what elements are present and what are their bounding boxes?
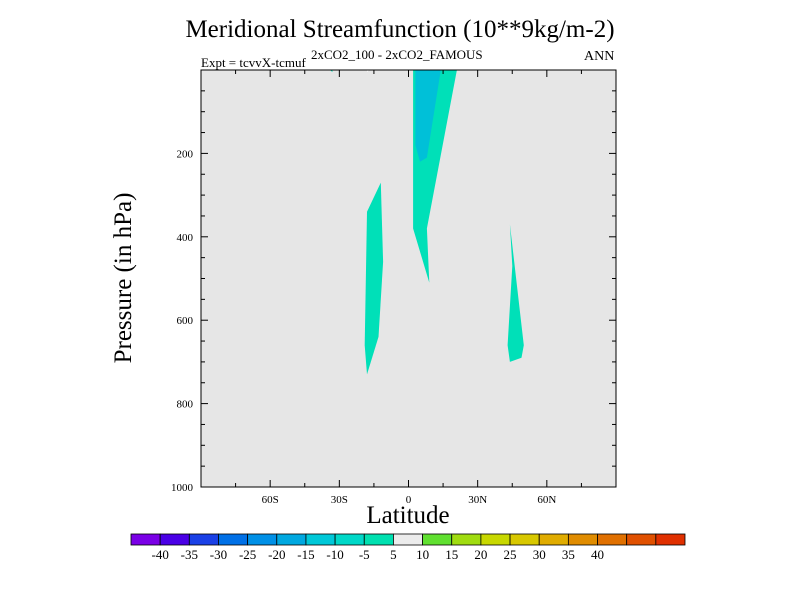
colorbar-box [218,533,249,546]
contour-region-1 [415,70,441,162]
colorbar-box [159,533,190,546]
x-tick-label: 60S [262,494,279,506]
contour-region-2 [364,182,384,375]
colorbar-label: 30 [533,547,546,562]
colorbar-box [567,533,598,546]
chart-subtitle: 2xCO2_100 - 2xCO2_FAMOUS [311,47,483,62]
colorbar-box [509,533,540,546]
colorbar-box [276,533,307,546]
season-label: ANN [584,49,615,64]
colorbar-box [597,533,628,546]
contour-region-5 [367,70,370,73]
colorbar-label: 25 [504,547,517,562]
colorbar-box [393,533,423,546]
colorbar-label: -40 [151,547,168,562]
colorbar-label: 15 [445,547,458,562]
colorbar-label: 20 [474,547,487,562]
x-tick-label: 30N [468,494,487,506]
colorbar-box [247,533,278,546]
y-tick-label: 1000 [171,482,194,494]
colorbar-label: -15 [297,547,314,562]
experiment-label: Expt = tcvvX-tcmuf [201,55,306,70]
colorbar-label: 10 [416,547,429,562]
colorbar-box [130,533,161,546]
contour-region-4 [330,70,333,73]
colorbar-box [363,533,394,546]
colorbar-label: -20 [268,547,285,562]
colorbar-box [626,533,657,546]
colorbar-box [538,533,569,546]
plot-background [201,70,616,487]
x-axis-label: Latitude [366,502,450,529]
colorbar-label: 40 [591,547,604,562]
x-tick-label: 0 [406,494,412,506]
colorbar-label: -35 [181,547,198,562]
colorbar-label: -5 [359,547,370,562]
colorbar-label: 35 [562,547,575,562]
colorbar-box [334,533,365,546]
colorbar-label: -25 [239,547,256,562]
colorbar-box [480,533,511,546]
colorbar-box [188,533,219,546]
colorbar-box [451,533,482,546]
y-tick-label: 400 [177,232,194,244]
x-tick-label: 30S [331,494,348,506]
colorbar-box [305,533,336,546]
y-tick-label: 600 [177,315,194,327]
colorbar-label: 5 [390,547,397,562]
y-tick-label: 200 [177,148,194,160]
y-tick-label: 800 [177,399,194,411]
colorbar-box [655,533,686,546]
chart-title: Meridional Streamfunction (10**9kg/m-2) [185,16,615,43]
contour-region-3 [507,224,524,362]
x-tick-label: 60N [537,494,556,506]
colorbar-label: -30 [210,547,227,562]
colorbar-label: -10 [326,547,343,562]
colorbar-box [422,533,453,546]
